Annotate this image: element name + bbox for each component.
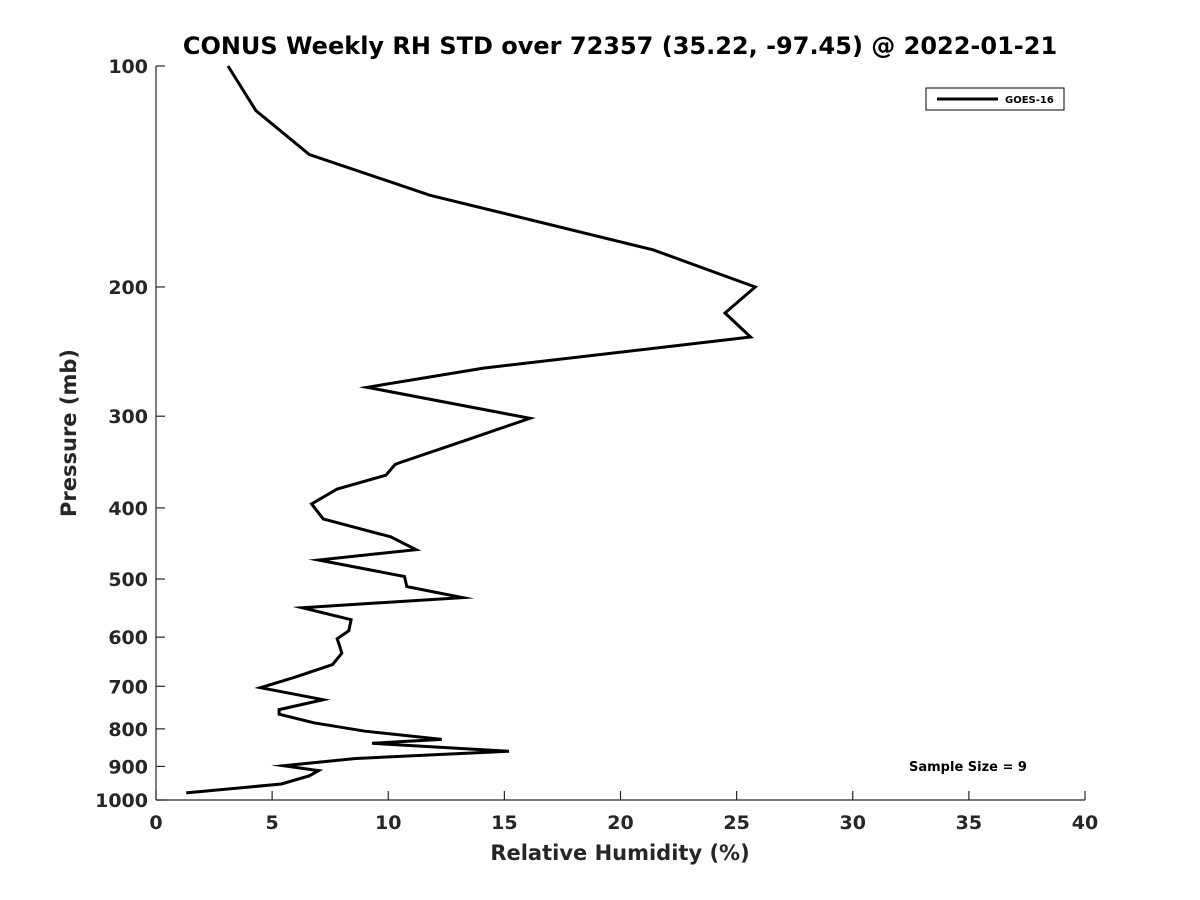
x-axis-label: Relative Humidity (%) [490, 841, 749, 865]
x-tick-label: 25 [723, 812, 749, 834]
x-tick-label: 40 [1072, 812, 1098, 834]
y-tick-label: 900 [108, 756, 148, 778]
x-tick-label: 15 [491, 812, 517, 834]
y-tick-label: 500 [108, 569, 148, 591]
y-tick-label: 700 [108, 676, 148, 698]
series-line-goes-16 [186, 65, 759, 795]
y-tick-label: 100 [108, 56, 148, 78]
axes [155, 66, 1085, 801]
y-axis-label: Pressure (mb) [57, 349, 81, 517]
x-tick-label: 35 [956, 812, 982, 834]
ticks: 0 5 10 15 20 25 30 35 40 100 200 300 400 500 600 700 800… [95, 56, 1098, 834]
x-tick-label: 30 [840, 812, 866, 834]
series-layer [186, 65, 759, 795]
chart-title: CONUS Weekly RH STD over 72357 (35.22, -… [183, 32, 1057, 60]
legend: GOES-16 [925, 87, 1065, 111]
x-tick-label: 5 [266, 812, 279, 834]
y-tick-label: 1000 [95, 790, 148, 812]
x-tick-label: 20 [607, 812, 633, 834]
y-tick-label: 300 [108, 406, 148, 428]
x-tick-label: 10 [375, 812, 401, 834]
legend-entry-goes-16: GOES-16 [1005, 95, 1054, 106]
y-tick-label: 400 [108, 498, 148, 520]
y-tick-label: 600 [108, 627, 148, 649]
y-tick-label: 800 [108, 719, 148, 741]
y-tick-label: 200 [108, 277, 148, 299]
x-tick-label: 0 [149, 812, 162, 834]
sample-size-annotation: Sample Size = 9 [909, 760, 1027, 775]
